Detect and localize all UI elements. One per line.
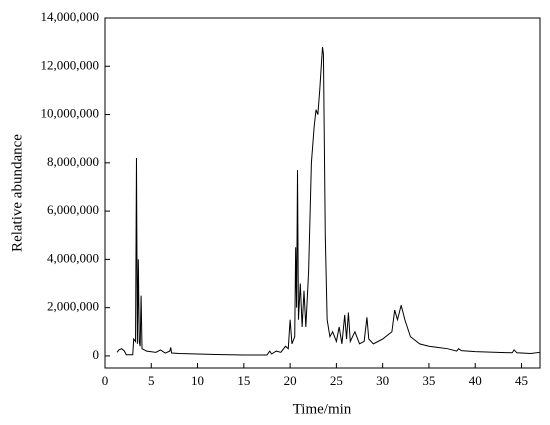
x-tick-label: 45 [515,373,528,388]
x-tick-label: 5 [148,373,155,388]
plot-frame [104,17,541,369]
x-tick-label: 0 [102,373,109,388]
chromatogram-line [116,46,541,356]
x-tick-label: 35 [422,373,435,388]
y-tick-label: 10,000,000 [41,106,100,121]
x-axis-label: Time/min [293,401,352,417]
y-tick-label: 2,000,000 [47,299,99,314]
x-tick-label: 40 [469,373,482,388]
y-tick-label: 8,000,000 [47,154,99,169]
y-tick-label: 12,000,000 [41,57,100,72]
y-axis-label: Relative abundance [9,134,25,252]
y-tick-label: 4,000,000 [47,250,99,265]
y-tick-label: 0 [93,347,100,362]
x-tick-label: 25 [330,373,343,388]
y-tick-label: 14,000,000 [41,9,100,24]
x-tick-label: 10 [191,373,204,388]
x-tick-label: 20 [284,373,297,388]
x-tick-label: 30 [376,373,389,388]
x-tick-label: 15 [237,373,250,388]
y-tick-label: 6,000,000 [47,202,99,217]
